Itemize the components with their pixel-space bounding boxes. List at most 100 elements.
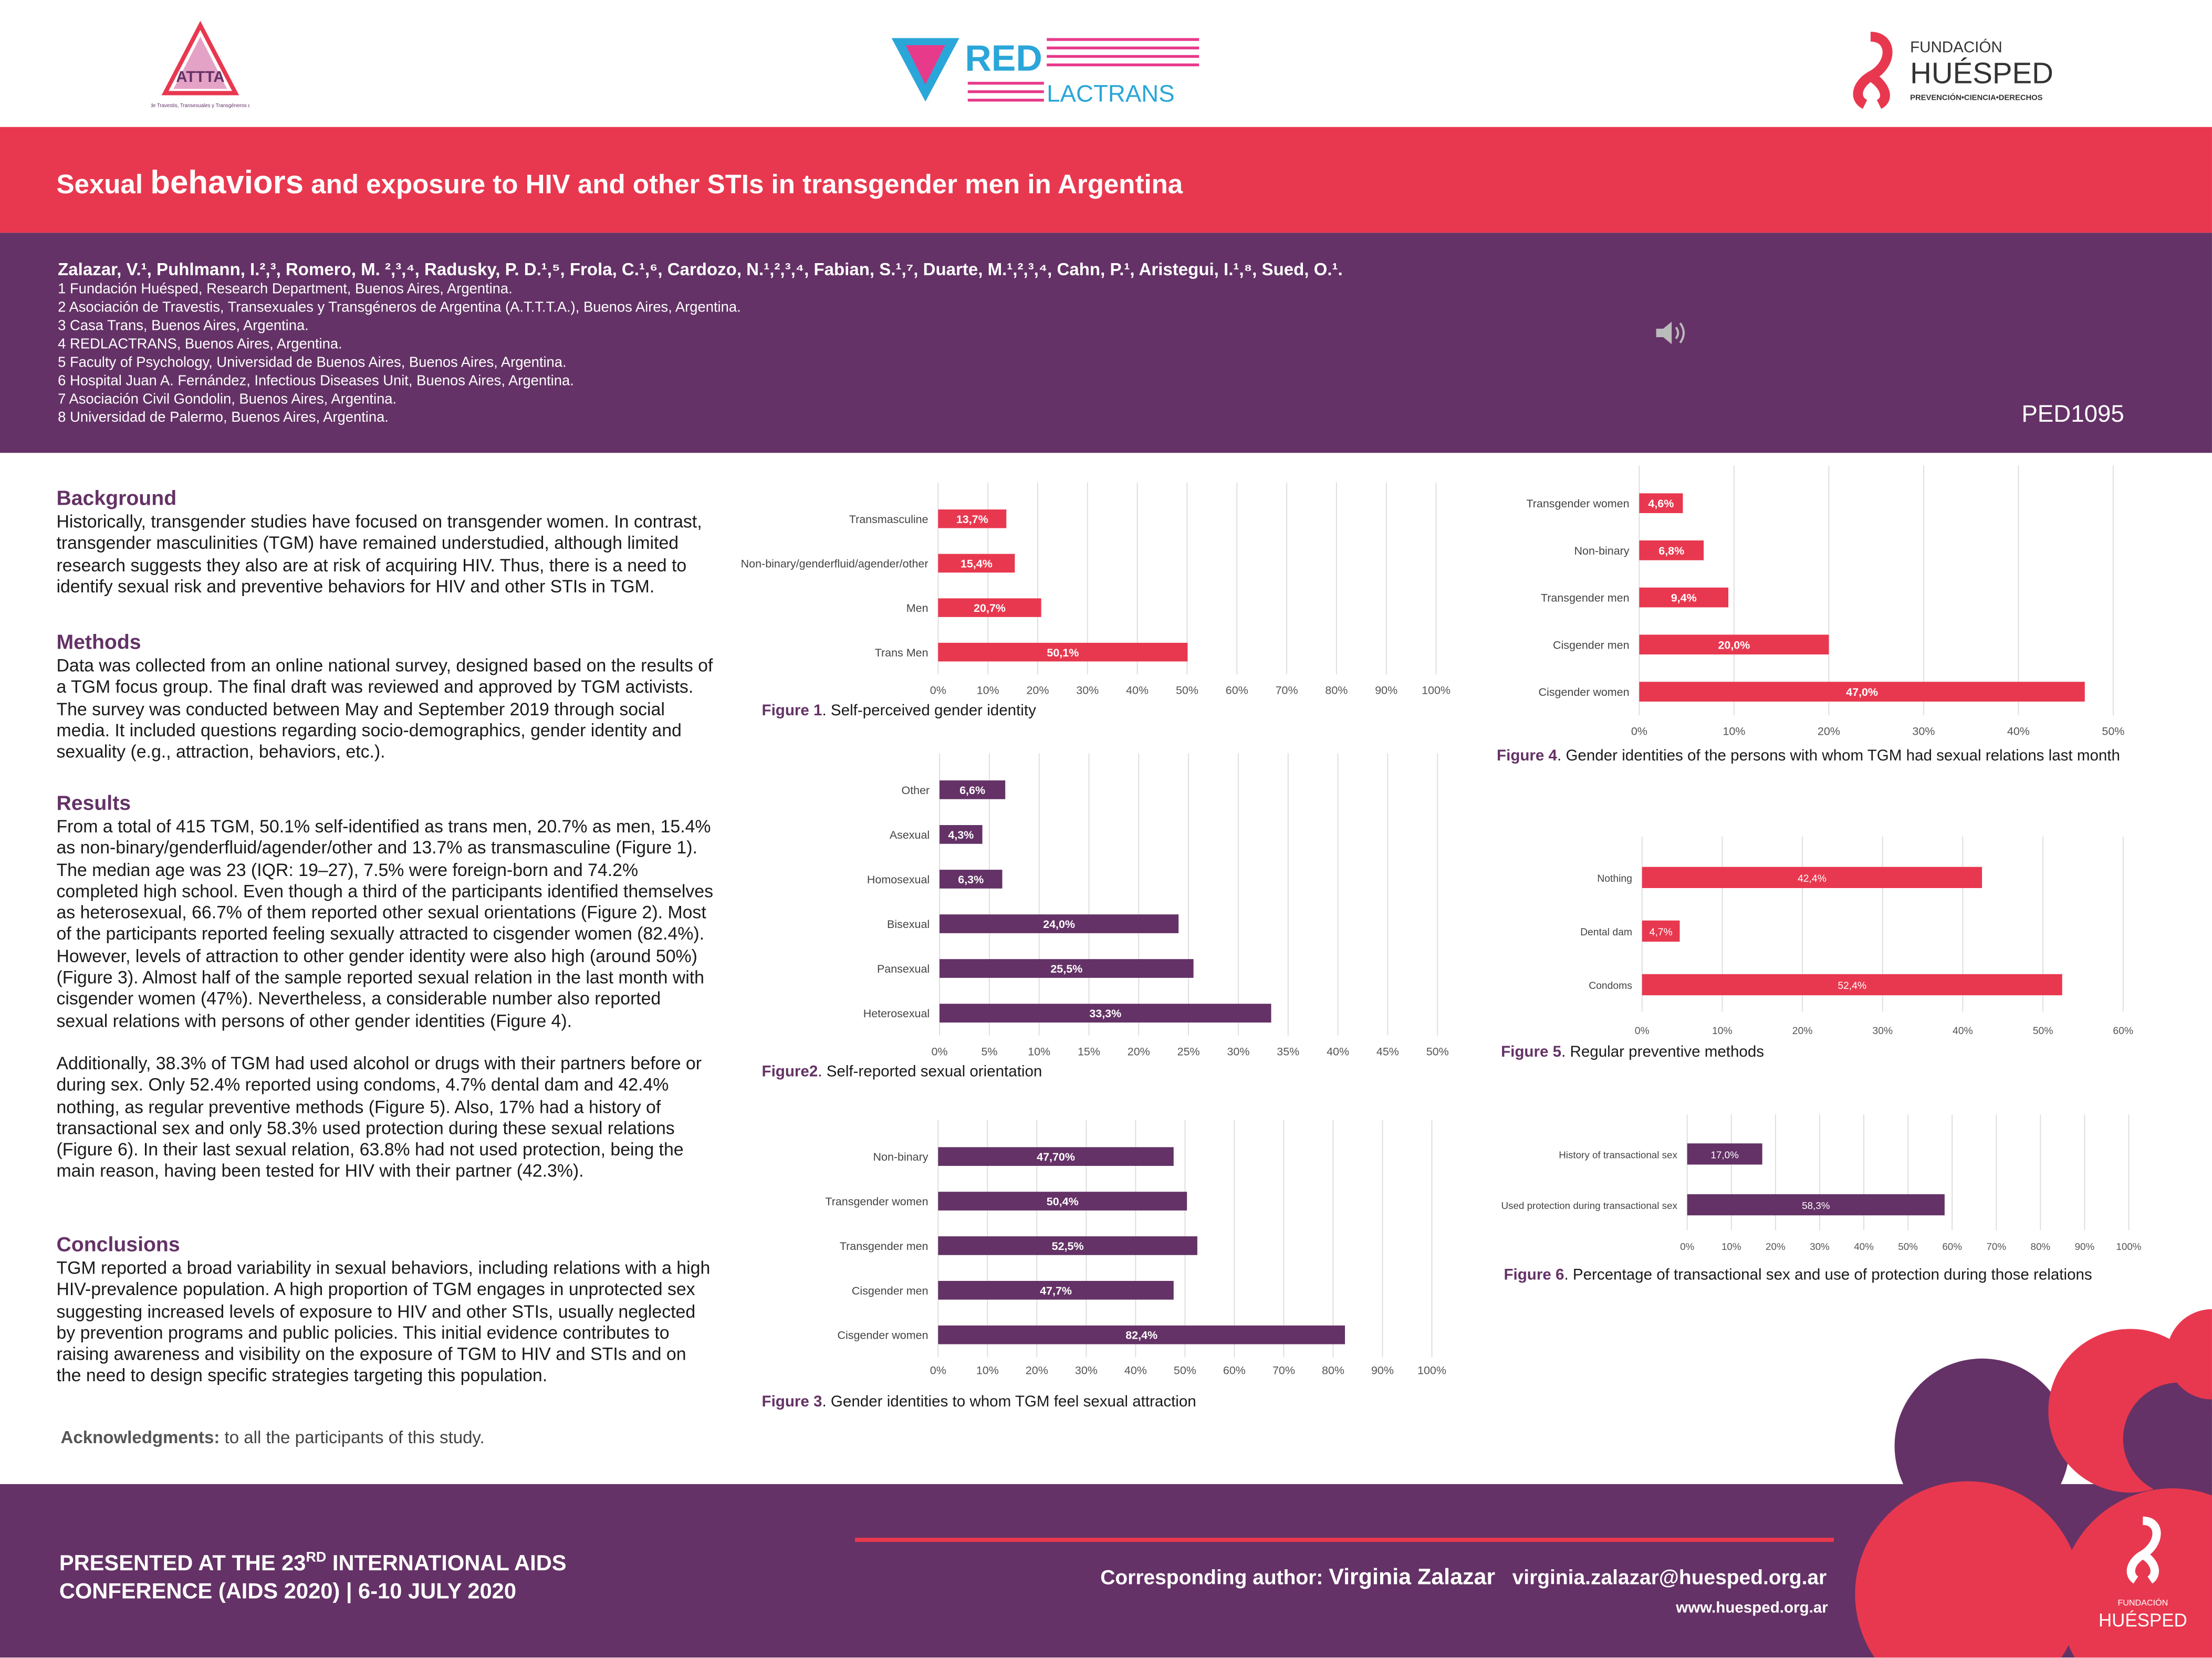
tick-label: 100% xyxy=(1422,684,1451,697)
bar xyxy=(940,959,1194,978)
tick-label: 20% xyxy=(1766,1241,1786,1252)
affiliation: 2 Asociación de Travestis, Transexuales … xyxy=(58,300,741,316)
figure-3-chart: 0% 10% 20% 30% 40% 50% 60% 70% 80% 90% 100% Non-bin… xyxy=(825,1120,1446,1377)
author-list: Zalazar, V.¹, Puhlmann, I.²,³, Romero, M… xyxy=(58,259,1343,279)
data-label: 20,7% xyxy=(974,602,1006,614)
bar xyxy=(940,870,1003,889)
tick-label: 35% xyxy=(1277,1045,1299,1058)
tick-label: 25% xyxy=(1177,1045,1200,1058)
bar xyxy=(938,598,1041,617)
data-label: 6,8% xyxy=(1658,545,1684,557)
fundacion-huesped-logo: FUNDACIÓN HUÉSPED PREVENCIÓN•CIENCIA•DER… xyxy=(1853,32,2053,109)
tick-label: 10% xyxy=(1721,1241,1741,1252)
svg-text:ATTTA: ATTTA xyxy=(176,68,224,86)
category-label: Pansexual xyxy=(877,963,930,975)
tick-label: 10% xyxy=(977,684,999,697)
affiliation: 3 Casa Trans, Buenos Aires, Argentina. xyxy=(58,319,309,335)
tick-label: 100% xyxy=(1417,1364,1446,1377)
data-label: 6,6% xyxy=(959,784,985,797)
data-label: 58,3% xyxy=(1802,1200,1830,1211)
svg-text:FUNDACIÓN: FUNDACIÓN xyxy=(2117,1598,2168,1608)
data-label: 82,4% xyxy=(1125,1329,1157,1342)
tick-label: 0% xyxy=(930,1364,946,1377)
affiliation: 8 Universidad de Palermo, Buenos Aires, … xyxy=(58,410,389,426)
fundacion-huesped-footer-logo: FUNDACIÓN HUÉSPED xyxy=(2099,1516,2187,1631)
tick-label: 0% xyxy=(931,1045,947,1058)
tick-label: 70% xyxy=(1276,684,1298,697)
data-label: 47,0% xyxy=(1846,686,1878,698)
tick-label: 50% xyxy=(2033,1025,2053,1037)
tick-label: 30% xyxy=(1227,1045,1249,1058)
category-label: Transmasculine xyxy=(849,513,928,526)
conclusions-section: Conclusions TGM reported a broad variabi… xyxy=(56,1234,714,1388)
bar xyxy=(1687,1143,1762,1165)
bar xyxy=(940,780,1006,799)
bar xyxy=(940,914,1179,933)
section-heading: Conclusions xyxy=(56,1234,180,1257)
tick-label: 50% xyxy=(1176,684,1198,697)
bar xyxy=(938,1325,1345,1344)
tick-label: 30% xyxy=(1076,684,1099,697)
bar xyxy=(940,825,983,844)
figure-1-chart: 0% 10% 20% 30% 40% 50% 60% 70% 80% 90% 100% Transma… xyxy=(741,482,1451,697)
category-label: Transgender men xyxy=(840,1240,928,1253)
tick-label: 20% xyxy=(1128,1045,1150,1058)
affiliation: 1 Fundación Huésped, Research Department… xyxy=(58,282,513,298)
category-label: Nothing xyxy=(1597,873,1632,884)
category-label: Cisgender women xyxy=(1539,686,1630,698)
attta-logo: ATTTA Asociación de Travestis, Transexua… xyxy=(151,20,249,109)
tick-label: 50% xyxy=(1898,1241,1918,1252)
tick-label: 50% xyxy=(1426,1045,1449,1058)
tick-label: 30% xyxy=(1912,725,1935,738)
conference-info: PRESENTED AT THE 23RD INTERNATIONAL AIDS… xyxy=(59,1550,567,1604)
figure-4-chart: 0% 10% 20% 30% 40% 50% Transgender women 4,6% No… xyxy=(1526,465,2124,738)
data-label: 6,3% xyxy=(958,873,984,886)
bar xyxy=(1642,974,2062,996)
bar xyxy=(1642,920,1680,942)
tick-label: 0% xyxy=(930,684,946,697)
tick-label: 30% xyxy=(1872,1025,1893,1037)
poster-title: Sexual behaviors and exposure to HIV and… xyxy=(56,163,1183,201)
tick-label: 0% xyxy=(1631,725,1647,738)
data-label: 33,3% xyxy=(1089,1007,1121,1020)
bar xyxy=(1639,493,1683,514)
tick-label: 70% xyxy=(1272,1364,1295,1377)
svg-text:PREVENCIÓN•CIENCIA•DERECHOS: PREVENCIÓN•CIENCIA•DERECHOS xyxy=(1910,93,2043,102)
tick-label: 40% xyxy=(1953,1025,1973,1037)
website-link[interactable]: www.huesped.org.ar xyxy=(1676,1600,1828,1617)
speaker-icon[interactable] xyxy=(1653,317,1690,348)
data-label: 52,4% xyxy=(1838,980,1866,992)
bar xyxy=(1639,682,2085,702)
tick-label: 0% xyxy=(1635,1025,1650,1037)
tick-label: 40% xyxy=(1854,1241,1874,1252)
tick-label: 90% xyxy=(2075,1241,2095,1252)
category-label: Cisgender men xyxy=(1553,639,1630,651)
tick-label: 80% xyxy=(2031,1241,2051,1252)
section-text: From a total of 415 TGM, 50.1% self-iden… xyxy=(56,817,714,1031)
figure-2-caption: Figure2. Self-reported sexual orientatio… xyxy=(761,1063,1042,1081)
tick-label: 10% xyxy=(976,1364,999,1377)
tick-label: 20% xyxy=(1026,684,1049,697)
figure-5-caption: Figure 5. Regular preventive methods xyxy=(1501,1044,1765,1061)
results-section: Results From a total of 415 TGM, 50.1% s… xyxy=(56,793,714,1183)
author-email[interactable]: virginia.zalazar@huesped.org.ar xyxy=(1512,1567,1827,1590)
data-label: 20,0% xyxy=(1718,639,1750,651)
figure-2-chart: 0% 5% 10% 15% 20% 25% 30% 35% 40% 45% 50% Other 6,6%… xyxy=(863,753,1449,1058)
tick-label: 30% xyxy=(1810,1241,1830,1252)
svg-text:HUÉSPED: HUÉSPED xyxy=(1910,56,2053,89)
bar xyxy=(938,1280,1174,1300)
decorative-circles xyxy=(1855,1309,2212,1658)
bar xyxy=(938,642,1188,662)
category-label: Heterosexual xyxy=(863,1007,930,1020)
bar xyxy=(938,1147,1174,1166)
section-text: TGM reported a broad variability in sexu… xyxy=(56,1258,711,1386)
tick-label: 90% xyxy=(1371,1364,1394,1377)
tick-label: 20% xyxy=(1818,725,1840,738)
category-label: Homosexual xyxy=(867,873,930,886)
category-label: Other xyxy=(902,784,930,797)
affiliation: 5 Faculty of Psychology, Universidad de … xyxy=(58,355,567,371)
tick-label: 40% xyxy=(1124,1364,1147,1377)
tick-label: 10% xyxy=(1723,725,1745,738)
tick-label: 80% xyxy=(1325,684,1348,697)
svg-text:HUÉSPED: HUÉSPED xyxy=(2099,1610,2187,1631)
